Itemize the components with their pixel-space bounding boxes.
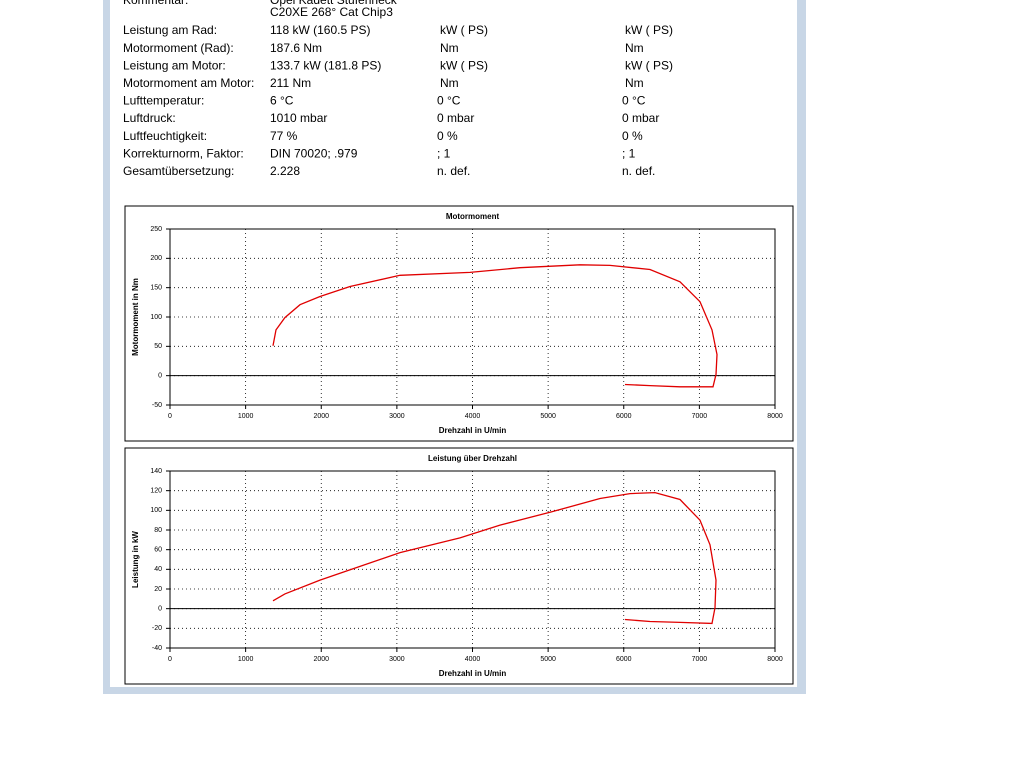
y-tick-label: -50 (152, 402, 162, 409)
x-axis-label: Drehzahl in U/min (439, 669, 507, 678)
x-tick-label: 1000 (238, 413, 254, 420)
y-tick-label: 150 (150, 285, 162, 292)
report-cell: Nm (625, 41, 644, 55)
y-tick-label: 40 (154, 566, 162, 573)
report-cell: Leistung am Motor: (123, 58, 226, 72)
y-tick-label: -20 (152, 625, 162, 632)
x-tick-label: 6000 (616, 413, 632, 420)
report-cell: 77 % (270, 129, 298, 143)
report-cell: 0 °C (437, 94, 461, 108)
y-tick-label: 140 (150, 468, 162, 475)
report-cell: 211 Nm (270, 76, 311, 90)
report-cell: kW ( PS) (440, 23, 488, 37)
y-tick-label: 250 (150, 226, 162, 233)
report-cell: 0 % (622, 129, 643, 143)
x-tick-label: 3000 (389, 656, 405, 663)
x-tick-label: 0 (168, 413, 172, 420)
report-cell: 0 mbar (622, 111, 659, 125)
x-tick-label: 7000 (692, 413, 708, 420)
y-axis-label: Leistung in kW (131, 531, 140, 588)
report-cell: Nm (625, 76, 644, 90)
x-tick-label: 0 (168, 656, 172, 663)
report-cell: Luftfeuchtigkeit: (123, 129, 207, 143)
x-axis-label: Drehzahl in U/min (439, 426, 507, 435)
report-cell: 0 % (437, 129, 458, 143)
report-cell: Leistung am Rad: (123, 23, 217, 37)
chart-title: Motormoment (446, 212, 500, 221)
report-cell: Lufttemperatur: (123, 94, 204, 108)
report-cell: 1010 mbar (270, 111, 327, 125)
report-cell: n. def. (622, 164, 655, 178)
report-cell: Nm (440, 41, 459, 55)
x-tick-label: 8000 (767, 413, 783, 420)
y-tick-label: 60 (154, 547, 162, 554)
x-tick-label: 4000 (465, 413, 481, 420)
line-series (272, 264, 718, 388)
y-tick-label: 0 (158, 373, 162, 380)
y-tick-label: 200 (150, 255, 162, 262)
x-tick-label: 2000 (313, 413, 329, 420)
report-cell: 118 kW (160.5 PS) (270, 23, 371, 37)
y-tick-label: 50 (154, 343, 162, 350)
report-cell: kW ( PS) (625, 58, 673, 72)
x-tick-label: 2000 (313, 656, 329, 663)
y-tick-label: 0 (158, 606, 162, 613)
report-cell: Luftdruck: (123, 111, 176, 125)
report-cell: 133.7 kW (181.8 PS) (270, 58, 381, 72)
report-cell: 0 mbar (437, 111, 474, 125)
y-tick-label: 80 (154, 527, 162, 534)
y-tick-label: 100 (150, 314, 162, 321)
chart-box (124, 447, 794, 685)
y-tick-label: 100 (150, 507, 162, 514)
report-cell: 6 °C (270, 94, 294, 108)
report-cell: DIN 70020; .979 (270, 146, 358, 160)
report-cell: 0 °C (622, 94, 646, 108)
report-cell: 187.6 Nm (270, 41, 322, 55)
x-tick-label: 1000 (238, 656, 254, 663)
report-cell: Motormoment (Rad): (123, 41, 234, 55)
report-cell: ; 1 (437, 146, 451, 160)
report-cell: kW ( PS) (625, 23, 673, 37)
x-tick-label: 8000 (767, 656, 783, 663)
x-tick-label: 5000 (540, 656, 556, 663)
y-axis-label: Motormoment in Nm (131, 278, 140, 356)
y-tick-label: -40 (152, 645, 162, 652)
report-cell: Gesamtübersetzung: (123, 164, 234, 178)
report-cell: Motormoment am Motor: (123, 76, 254, 90)
y-tick-label: 120 (150, 488, 162, 495)
report-cell: n. def. (437, 164, 470, 178)
x-tick-label: 5000 (540, 413, 556, 420)
x-tick-label: 4000 (465, 656, 481, 663)
x-tick-label: 6000 (616, 656, 632, 663)
report-cell: Nm (440, 76, 459, 90)
report-cell: kW ( PS) (440, 58, 488, 72)
x-tick-label: 7000 (692, 656, 708, 663)
comment-label: Kommentar: (123, 0, 188, 7)
y-tick-label: 20 (154, 586, 162, 593)
chart-title: Leistung über Drehzahl (428, 454, 517, 463)
x-tick-label: 3000 (389, 413, 405, 420)
report-cell: 2.228 (270, 164, 300, 178)
report-cell: Korrekturnorm, Faktor: (123, 146, 244, 160)
comment-line: C20XE 268° Cat Chip3 (270, 5, 393, 19)
chart-box (124, 205, 794, 442)
comment-line: Opel Kadett Stufenheck (270, 0, 398, 7)
line-series (272, 491, 717, 625)
report-cell: ; 1 (622, 146, 636, 160)
